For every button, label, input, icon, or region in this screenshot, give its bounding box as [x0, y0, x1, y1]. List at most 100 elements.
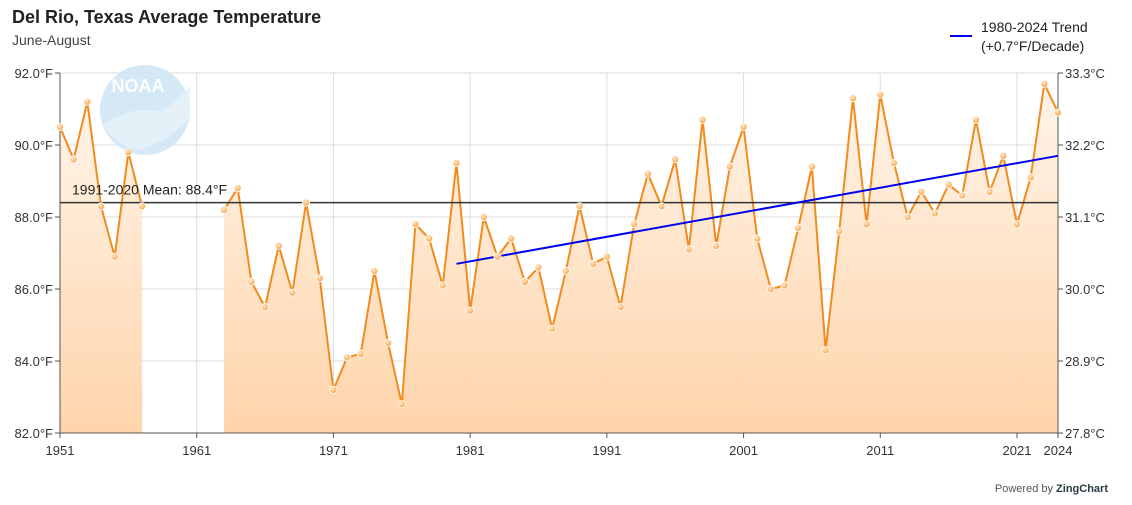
y2-tick-label: 31.1°C: [1065, 210, 1105, 225]
data-point[interactable]: [233, 184, 242, 193]
data-point[interactable]: [83, 97, 92, 106]
data-point[interactable]: [1012, 220, 1021, 229]
y2-tick-label: 32.2°C: [1065, 138, 1105, 153]
y2-tick-label: 28.9°C: [1065, 354, 1105, 369]
data-point[interactable]: [124, 148, 133, 157]
data-point[interactable]: [821, 346, 830, 355]
data-point[interactable]: [930, 209, 939, 218]
x-tick-label: 1991: [592, 443, 621, 458]
data-point[interactable]: [220, 205, 229, 214]
data-point[interactable]: [739, 123, 748, 132]
data-point[interactable]: [999, 151, 1008, 160]
data-point[interactable]: [725, 162, 734, 171]
zingchart-brand[interactable]: ZingChart: [1056, 483, 1108, 495]
x-tick-label: 2011: [866, 443, 894, 458]
x-tick-label: 1951: [46, 443, 75, 458]
legend-trend-swatch: [950, 35, 972, 37]
data-point[interactable]: [384, 338, 393, 347]
y-tick-label: 90.0°F: [15, 138, 54, 153]
y-tick-label: 84.0°F: [15, 354, 54, 369]
data-point[interactable]: [1040, 79, 1049, 88]
data-point[interactable]: [438, 281, 447, 290]
data-point[interactable]: [616, 302, 625, 311]
data-point[interactable]: [425, 234, 434, 243]
mean-label: 1991-2020 Mean: 88.4°F: [72, 182, 227, 198]
data-point[interactable]: [657, 202, 666, 211]
data-point[interactable]: [958, 191, 967, 200]
x-tick-label: 1961: [182, 443, 211, 458]
series-line-segment: [223, 82, 1059, 406]
data-point[interactable]: [835, 227, 844, 236]
legend-trend-label: 1980-2024 Trend (+0.7°F/Decade): [981, 18, 1088, 56]
data-point[interactable]: [643, 169, 652, 178]
data-point[interactable]: [862, 220, 871, 229]
chart-subtitle: June-August: [12, 32, 91, 48]
data-point[interactable]: [698, 115, 707, 124]
data-point[interactable]: [520, 277, 529, 286]
data-point[interactable]: [356, 349, 365, 358]
data-point[interactable]: [848, 94, 857, 103]
data-point[interactable]: [534, 263, 543, 272]
data-point[interactable]: [452, 158, 461, 167]
data-point[interactable]: [466, 306, 475, 315]
data-point[interactable]: [575, 202, 584, 211]
data-point[interactable]: [630, 220, 639, 229]
axes: 82.0°F 27.8°C 84.0°F 28.9°C 86.0°F 30.0°C 88.0…: [15, 66, 1105, 458]
y2-tick-label: 30.0°C: [1065, 282, 1105, 297]
legend-line-1: 1980-2024 Trend: [981, 19, 1088, 35]
data-point[interactable]: [261, 302, 270, 311]
data-point[interactable]: [876, 90, 885, 99]
data-point[interactable]: [889, 158, 898, 167]
data-point[interactable]: [944, 180, 953, 189]
data-point[interactable]: [247, 277, 256, 286]
data-point[interactable]: [110, 252, 119, 261]
data-point[interactable]: [917, 187, 926, 196]
data-point[interactable]: [671, 155, 680, 164]
x-tick-label: 1981: [456, 443, 485, 458]
noaa-logo: NOAA: [100, 65, 190, 155]
data-point[interactable]: [479, 212, 488, 221]
legend[interactable]: 1980-2024 Trend (+0.7°F/Decade): [950, 18, 1088, 56]
data-point[interactable]: [493, 252, 502, 261]
data-point[interactable]: [1054, 108, 1063, 117]
data-point[interactable]: [807, 162, 816, 171]
data-point[interactable]: [794, 223, 803, 232]
y-tick-label: 92.0°F: [15, 66, 54, 81]
data-point[interactable]: [302, 198, 311, 207]
data-point[interactable]: [370, 266, 379, 275]
data-point[interactable]: [766, 284, 775, 293]
data-point[interactable]: [343, 353, 352, 362]
data-point[interactable]: [397, 400, 406, 409]
y2-tick-label: 27.8°C: [1065, 426, 1105, 441]
powered-by[interactable]: Powered by ZingChart: [995, 483, 1108, 495]
data-point[interactable]: [753, 234, 762, 243]
data-point[interactable]: [288, 288, 297, 297]
data-point[interactable]: [69, 155, 78, 164]
y2-tick-label: 33.3°C: [1065, 66, 1105, 81]
data-point[interactable]: [712, 241, 721, 250]
data-point[interactable]: [561, 266, 570, 275]
data-point[interactable]: [56, 123, 65, 132]
data-point[interactable]: [315, 274, 324, 283]
noaa-logo-text: NOAA: [112, 76, 165, 96]
data-point[interactable]: [589, 259, 598, 268]
x-tick-label: 2024: [1044, 443, 1073, 458]
legend-line-2: (+0.7°F/Decade): [981, 38, 1085, 54]
data-point[interactable]: [780, 281, 789, 290]
data-point[interactable]: [507, 234, 516, 243]
data-point[interactable]: [138, 202, 147, 211]
data-point[interactable]: [684, 245, 693, 254]
data-point[interactable]: [971, 115, 980, 124]
data-point[interactable]: [329, 385, 338, 394]
data-point[interactable]: [411, 220, 420, 229]
data-point[interactable]: [1026, 173, 1035, 182]
data-point[interactable]: [548, 324, 557, 333]
x-tick-label: 2001: [729, 443, 758, 458]
data-point[interactable]: [274, 241, 283, 250]
data-point[interactable]: [903, 212, 912, 221]
data-point[interactable]: [97, 202, 106, 211]
series-points[interactable]: [56, 79, 1063, 409]
data-point[interactable]: [985, 187, 994, 196]
data-point[interactable]: [602, 252, 611, 261]
y-tick-label: 86.0°F: [15, 282, 54, 297]
